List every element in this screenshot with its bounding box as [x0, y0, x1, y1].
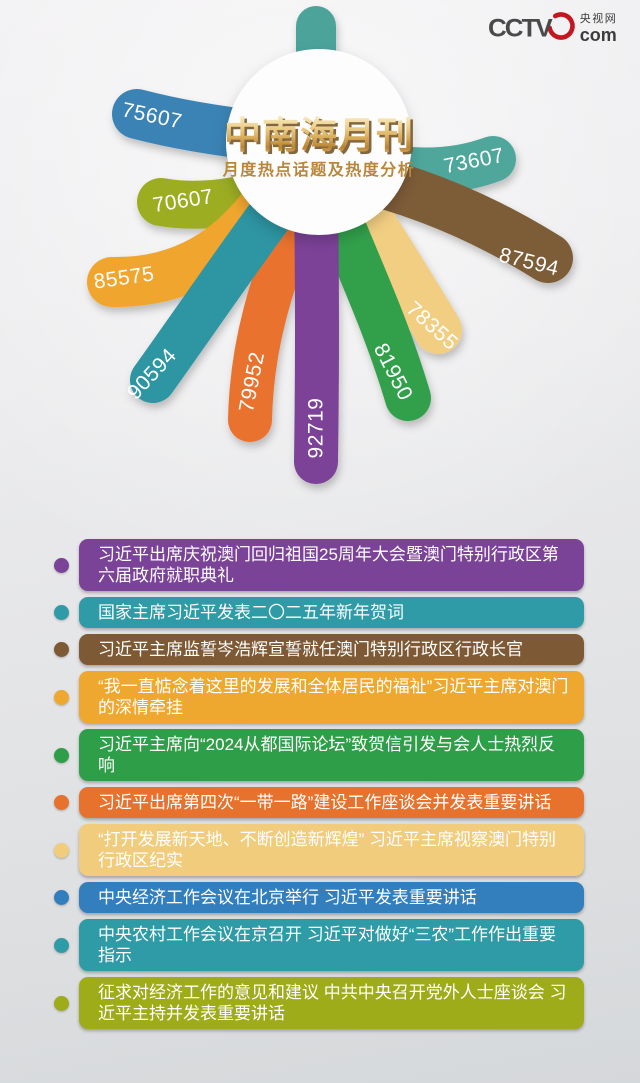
topic-text: 习近平出席庆祝澳门回归祖国25周年大会暨澳门特别行政区第六届政府就职典礼	[98, 545, 559, 585]
topic-bar: 征求对经济工作的意见和建议 中共中央召开党外人士座谈会 习近平主持并发表重要讲话	[79, 977, 584, 1029]
topic-bar: 习近平主席监誓岑浩辉宣誓就任澳门特别行政区行政长官	[79, 634, 584, 665]
cctv-site-name: 央视网	[579, 12, 618, 25]
petal-value-92719: 92719	[305, 398, 328, 459]
topic-bullet	[54, 642, 69, 657]
topic-text: 征求对经济工作的意见和建议 中共中央召开党外人士座谈会 习近平主持并发表重要讲话	[98, 983, 567, 1023]
hub-circle	[226, 49, 412, 235]
topic-text: 习近平出席第四次“一带一路”建设工作座谈会并发表重要讲话	[98, 793, 552, 812]
topic-bar: 习近平出席第四次“一带一路”建设工作座谈会并发表重要讲话	[79, 787, 584, 818]
topic-bar: 习近平出席庆祝澳门回归祖国25周年大会暨澳门特别行政区第六届政府就职典礼	[79, 539, 584, 591]
topic-row: 中央经济工作会议在北京举行 习近平发表重要讲话	[54, 882, 584, 913]
flower-title: 中南海月刊	[224, 113, 414, 157]
topic-bullet	[54, 689, 69, 705]
cctv-red-ring-icon	[546, 11, 575, 40]
topic-row: 习近平主席监誓岑浩辉宣誓就任澳门特别行政区行政长官	[54, 634, 584, 665]
petal-chart: 9271990594875948557581950799527835575607…	[87, 6, 573, 484]
topic-list: 习近平出席庆祝澳门回归祖国25周年大会暨澳门特别行政区第六届政府就职典礼 国家主…	[54, 539, 584, 1029]
topic-text: 国家主席习近平发表二〇二五年新年贺词	[98, 603, 404, 622]
topic-text: 习近平主席监誓岑浩辉宣誓就任澳门特别行政区行政长官	[98, 640, 523, 659]
topic-text: 中央经济工作会议在北京举行 习近平发表重要讲话	[98, 888, 477, 907]
topic-row: 习近平出席第四次“一带一路”建设工作座谈会并发表重要讲话	[54, 787, 584, 818]
topic-bar: 中央农村工作会议在京召开 习近平对做好“三农”工作作出重要指示	[79, 919, 584, 971]
topic-row: 征求对经济工作的意见和建议 中共中央召开党外人士座谈会 习近平主持并发表重要讲话	[54, 977, 584, 1029]
topic-text: “打开发展新天地、不断创造新辉煌” 习近平主席视察澳门特别行政区纪实	[98, 830, 557, 870]
topic-bullet	[54, 890, 69, 905]
topic-bullet	[54, 937, 69, 953]
topic-row: “我一直惦念着这里的发展和全体居民的福祉”习近平主席对澳门的深情牵挂	[54, 671, 584, 723]
topic-bar: 国家主席习近平发表二〇二五年新年贺词	[79, 597, 584, 628]
flower-subtitle: 月度热点话题及热度分析	[222, 160, 416, 179]
topic-row: 中央农村工作会议在京召开 习近平对做好“三农”工作作出重要指示	[54, 919, 584, 971]
topic-bullet	[54, 842, 69, 858]
topic-bar: “我一直惦念着这里的发展和全体居民的福祉”习近平主席对澳门的深情牵挂	[79, 671, 584, 723]
topic-text: 习近平主席向“2024从都国际论坛”致贺信引发与会人士热烈反响	[98, 735, 556, 775]
topic-bar: “打开发展新天地、不断创造新辉煌” 习近平主席视察澳门特别行政区纪实	[79, 824, 584, 876]
cctv-logo-stack: 央视网 com	[579, 12, 618, 45]
topic-bar: 习近平主席向“2024从都国际论坛”致贺信引发与会人士热烈反响	[79, 729, 584, 781]
cctv-logo: CCTV 央视网 com	[488, 11, 618, 45]
topic-text: 中央农村工作会议在京召开 习近平对做好“三农”工作作出重要指示	[98, 925, 557, 965]
flower-title-shadow: 中南海月刊	[227, 116, 417, 160]
topic-bullet	[54, 995, 69, 1011]
topic-bullet	[54, 605, 69, 620]
cctv-com: com	[579, 24, 617, 45]
topic-bullet	[54, 795, 69, 810]
topic-bar: 中央经济工作会议在北京举行 习近平发表重要讲话	[79, 882, 584, 913]
topic-bullet	[54, 557, 69, 573]
topic-bullet	[54, 747, 69, 763]
topic-row: 习近平主席向“2024从都国际论坛”致贺信引发与会人士热烈反响	[54, 729, 584, 781]
cctv-logo-text: CCTV	[488, 13, 553, 43]
topic-text: “我一直惦念着这里的发展和全体居民的福祉”习近平主席对澳门的深情牵挂	[98, 677, 569, 717]
topic-row: 国家主席习近平发表二〇二五年新年贺词	[54, 597, 584, 628]
topic-row: “打开发展新天地、不断创造新辉煌” 习近平主席视察澳门特别行政区纪实	[54, 824, 584, 876]
topic-row: 习近平出席庆祝澳门回归祖国25周年大会暨澳门特别行政区第六届政府就职典礼	[54, 539, 584, 591]
